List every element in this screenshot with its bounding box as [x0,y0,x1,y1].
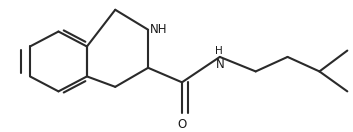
Text: NH: NH [150,23,167,36]
Text: O: O [177,118,187,131]
Text: H: H [215,46,222,56]
Text: N: N [215,58,224,70]
